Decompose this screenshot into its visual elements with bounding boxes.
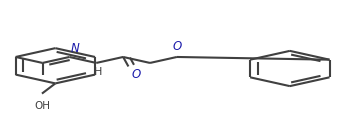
Text: O: O (131, 68, 141, 81)
Text: OH: OH (34, 101, 50, 111)
Text: H: H (93, 67, 102, 77)
Text: N: N (71, 42, 80, 55)
Text: O: O (172, 40, 182, 53)
